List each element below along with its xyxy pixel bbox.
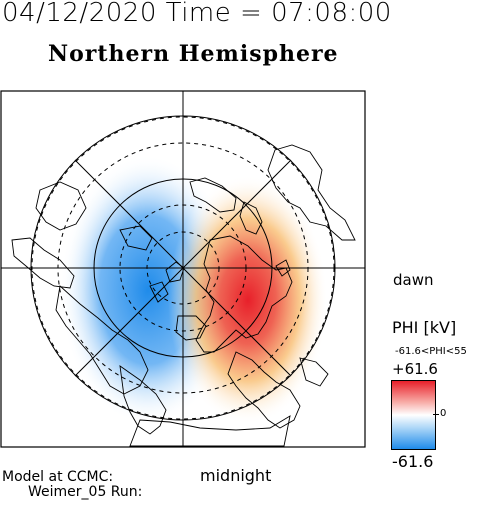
legend-title: PHI [kV]	[392, 318, 457, 337]
model-label: Model at CCMC:	[2, 469, 114, 485]
positive-potential-cell	[168, 175, 328, 425]
hemisphere-title: Northern Hemisphere	[48, 41, 339, 67]
diagonal-line-2	[74, 159, 292, 377]
legend-colorbar	[391, 380, 436, 450]
legend-min-label: -61.6	[392, 452, 434, 471]
dawn-label: dawn	[393, 271, 434, 289]
title-line: 04/12/2020 Time = 07:08:00	[2, 0, 392, 28]
model-run-label: Weimer_05 Run:	[28, 484, 143, 500]
legend-zero-tick	[433, 414, 439, 415]
coastlines	[11, 144, 356, 447]
legend-range: -61.6<PHI<55	[395, 346, 467, 357]
legend-zero-label: 0	[440, 408, 447, 419]
polar-map	[0, 90, 366, 448]
midnight-label: midnight	[200, 466, 272, 485]
legend-max-label: +61.6	[392, 360, 438, 378]
